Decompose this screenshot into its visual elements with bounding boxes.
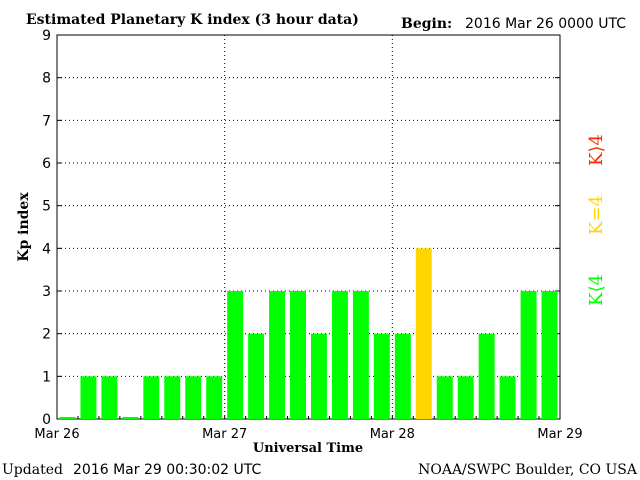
kp-bar [499,376,516,419]
y-tick-label: 8 [42,71,51,87]
updated-label: Updated [2,462,63,478]
begin-label: Begin: [401,16,452,32]
kp-bar [269,291,286,419]
y-tick-label: 6 [42,156,51,172]
x-tick-label: Mar 26 [34,427,79,442]
y-tick-label: 5 [42,199,51,215]
kp-bar [415,248,432,419]
y-tick-label: 2 [42,327,51,343]
x-tick-label: Mar 27 [202,427,247,442]
source-credit: NOAA/SWPC Boulder, CO USA [418,462,638,478]
legend-k-greater-4: K⟩4 [586,134,607,166]
y-tick-label: 3 [42,284,51,300]
kp-bar [394,333,411,419]
plot-frame [56,34,561,420]
kp-bar [185,376,202,419]
kp-bar [290,291,306,419]
x-tick-label: Mar 29 [537,427,582,442]
y-tick-label: 4 [42,241,51,257]
kp-bar [373,333,390,419]
kp-bar [457,376,474,419]
kp-bar [122,417,139,419]
legend-k-less-4: K⟨4 [586,274,607,306]
kp-bar [436,376,453,419]
chart-title: Estimated Planetary K index (3 hour data… [26,12,359,28]
kp-bar [101,376,118,419]
kp-bar [206,376,223,419]
kp-bar [520,291,537,419]
y-tick-label: 7 [42,113,51,129]
updated-value: 2016 Mar 29 00:30:02 UTC [73,462,262,478]
kp-bar [541,291,558,419]
bar-series [59,248,558,419]
kp-bar [352,291,369,419]
kp-bar [80,376,97,419]
y-tick-labels: 0 1 2 3 4 5 6 7 8 9 [42,28,51,428]
x-axis-title: Universal Time [253,441,363,456]
legend-k-equal-4: K=4 [586,195,607,235]
kp-bar [478,333,495,419]
begin-value: 2016 Mar 26 0000 UTC [465,16,626,32]
y-tick-label: 0 [42,412,51,428]
y-tick-label: 9 [42,28,51,44]
y-axis-title: Kp index [16,192,32,262]
kp-bar [331,291,348,419]
x-tick-label: Mar 28 [370,427,415,442]
kp-bar [227,291,244,419]
kp-bar [164,376,181,419]
kp-bar [311,333,327,419]
kp-bar [59,417,76,419]
kp-bar [143,376,160,419]
kp-bar [248,333,265,419]
y-tick-label: 1 [42,369,51,385]
x-tick-labels: Mar 26 Mar 27 Mar 28 Mar 29 [34,427,582,442]
